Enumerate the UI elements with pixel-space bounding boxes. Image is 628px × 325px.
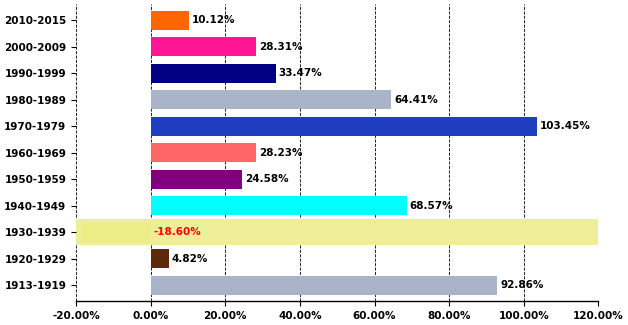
Bar [151,143,256,162]
Bar [151,249,169,268]
Bar [151,196,406,215]
Bar [76,219,598,245]
Text: 24.58%: 24.58% [246,174,289,184]
Text: 10.12%: 10.12% [192,15,235,25]
Text: 64.41%: 64.41% [394,95,438,105]
Text: 92.86%: 92.86% [500,280,544,290]
Text: 4.82%: 4.82% [171,254,208,264]
Text: 28.23%: 28.23% [259,148,303,158]
Bar [82,223,151,242]
Text: 28.31%: 28.31% [259,42,303,52]
Bar [151,64,276,83]
Bar [151,10,188,30]
Text: -18.60%: -18.60% [154,227,202,237]
Text: 103.45%: 103.45% [539,121,590,131]
Bar [151,117,537,136]
Bar [151,276,497,295]
Text: 33.47%: 33.47% [279,68,322,78]
Bar [151,37,256,56]
Text: 68.57%: 68.57% [409,201,453,211]
Bar [151,90,391,109]
Bar [151,170,242,189]
